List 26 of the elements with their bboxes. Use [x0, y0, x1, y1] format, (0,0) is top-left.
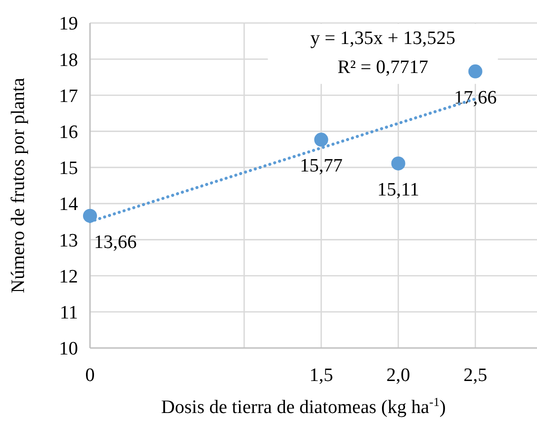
y-tick-label: 15 — [59, 158, 78, 180]
data-label: 17,66 — [454, 87, 497, 108]
data-label: 13,66 — [94, 232, 137, 253]
y-tick-label: 11 — [60, 302, 78, 324]
data-label: 15,77 — [300, 156, 343, 177]
y-tick-label: 13 — [59, 230, 78, 252]
y-tick-label: 14 — [59, 194, 78, 216]
data-label: 15,11 — [377, 179, 420, 200]
point — [83, 208, 97, 223]
y-axis-title: Número de frutos por planta — [8, 77, 29, 294]
x-tick-label: 2,5 — [463, 365, 488, 386]
y-tick-label: 10 — [59, 338, 78, 360]
y-tick-label: 12 — [59, 266, 78, 288]
point — [314, 132, 328, 147]
annotation: y = 1,35x + 13,525 — [310, 28, 456, 49]
y-tick-label: 18 — [59, 50, 78, 71]
point — [468, 64, 482, 78]
y-tick-label: 19 — [59, 14, 78, 35]
x-tick-label: 0 — [85, 365, 95, 386]
y-tick-label: 16 — [59, 122, 78, 143]
y-tick-label: 17 — [59, 86, 78, 107]
x-tick-label: 2,0 — [386, 365, 410, 386]
x-axis-title: Dosis de tierra de diatomeas (kg ha$^{-1}$) — [161, 395, 446, 418]
point — [391, 156, 406, 170]
x-tick-label: 1,5 — [309, 365, 334, 386]
annotation: R² = 0,7717 — [337, 56, 428, 78]
